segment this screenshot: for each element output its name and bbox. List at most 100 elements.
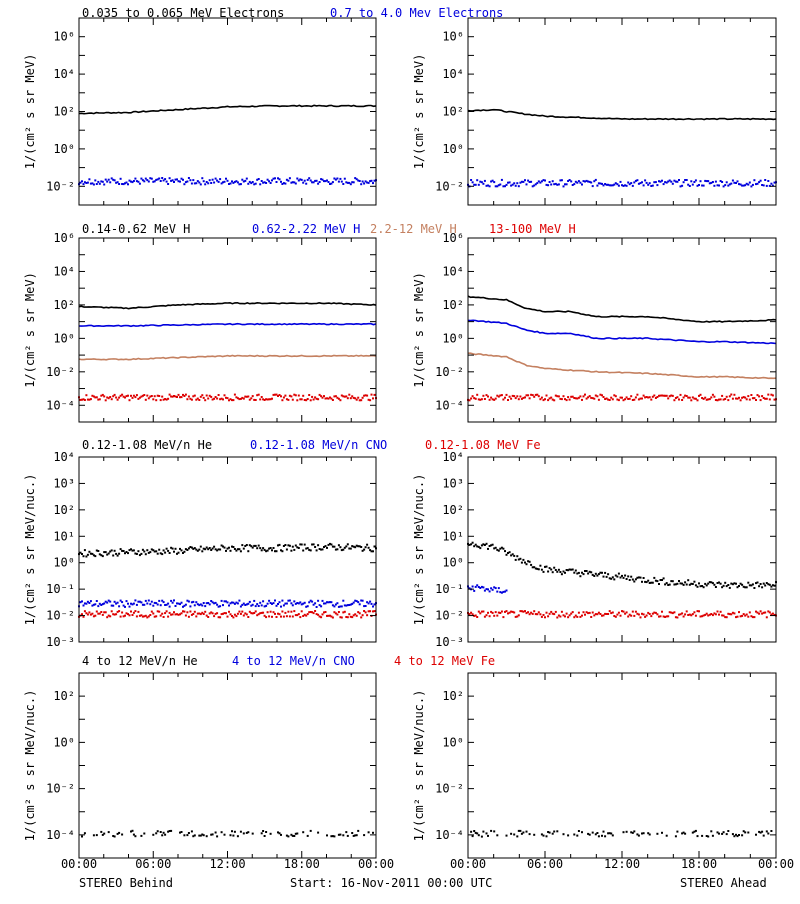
series-point <box>205 602 208 605</box>
series-point <box>517 829 520 832</box>
series-point <box>668 611 671 614</box>
series-point <box>370 602 373 605</box>
series-point <box>269 547 272 549</box>
series-point <box>235 180 238 183</box>
series-point <box>698 610 700 613</box>
series-point <box>373 393 376 396</box>
series-point <box>260 180 263 182</box>
series-point <box>557 395 560 398</box>
series-point <box>134 599 137 602</box>
series-point <box>364 394 367 397</box>
series-point <box>121 549 124 552</box>
series-point <box>244 179 247 182</box>
series-point <box>228 604 230 607</box>
series-point <box>116 398 119 401</box>
series-point <box>542 399 545 402</box>
series-point <box>773 613 776 616</box>
series-point <box>294 544 297 547</box>
series-point <box>369 610 372 613</box>
series-point <box>505 834 508 837</box>
series-point <box>671 182 674 185</box>
series-point <box>152 398 155 401</box>
series-point <box>622 610 625 613</box>
series-point <box>768 611 771 614</box>
series-point <box>617 611 620 614</box>
series-point <box>691 396 694 399</box>
series-point <box>519 610 522 613</box>
series-point <box>639 397 642 400</box>
series-point <box>125 551 128 553</box>
series-point <box>226 547 229 550</box>
series-point <box>372 397 374 400</box>
series-point <box>150 177 153 180</box>
series-point <box>517 558 520 561</box>
series-point <box>155 550 158 553</box>
series-point <box>604 612 607 615</box>
series-point <box>705 612 708 615</box>
series-point <box>653 611 656 614</box>
series-point <box>125 600 128 603</box>
series-point <box>738 611 740 614</box>
series-point <box>553 613 556 616</box>
series-point <box>132 394 135 397</box>
series-point <box>277 544 279 547</box>
series-point <box>479 612 482 615</box>
series-point <box>124 552 126 555</box>
series-point <box>602 184 605 187</box>
series-point <box>519 829 522 832</box>
series-point <box>326 601 328 604</box>
series-point <box>179 547 181 550</box>
plot-frame <box>467 237 777 423</box>
series-point <box>485 588 488 591</box>
series-point <box>272 602 275 605</box>
series-point <box>624 398 627 401</box>
series-point <box>753 397 756 400</box>
series-point <box>687 579 690 582</box>
series-point <box>470 543 473 546</box>
series-point <box>363 548 366 551</box>
series-point <box>667 397 670 400</box>
series-point <box>226 397 229 400</box>
series-point <box>262 830 265 832</box>
series-point <box>617 184 620 187</box>
series-point <box>500 591 503 594</box>
series-point <box>236 397 239 400</box>
series-point <box>317 544 320 547</box>
series-point <box>278 601 281 604</box>
series-point <box>599 571 602 574</box>
series-point <box>312 612 315 615</box>
series-point <box>205 614 208 617</box>
series-point <box>153 601 156 604</box>
series-point <box>287 179 290 182</box>
series-point <box>256 614 259 617</box>
series-point <box>517 614 520 617</box>
series-point <box>284 394 287 397</box>
series-point <box>648 582 651 584</box>
series-point <box>182 610 184 613</box>
series-point <box>702 586 705 589</box>
series-point <box>748 398 751 401</box>
series-point <box>667 180 670 183</box>
series-point <box>474 543 477 546</box>
series-point <box>470 397 473 400</box>
series-point <box>306 605 309 608</box>
series-point <box>349 603 352 606</box>
series-point <box>184 393 187 396</box>
series-point <box>685 179 688 181</box>
series-point <box>330 182 333 185</box>
series-point <box>271 179 273 182</box>
series-point <box>165 610 168 613</box>
series-point <box>741 184 744 187</box>
series-point <box>300 398 303 401</box>
series-point <box>118 605 121 608</box>
series-point <box>192 547 195 550</box>
series-point <box>141 548 144 551</box>
series-point <box>627 615 630 618</box>
x-tick-label: 00:00 <box>758 857 794 871</box>
y-tick-label: 10⁻² <box>46 609 75 623</box>
series-point <box>226 615 229 618</box>
series-point <box>665 181 668 184</box>
series-point <box>110 610 113 613</box>
series-point <box>662 394 665 397</box>
